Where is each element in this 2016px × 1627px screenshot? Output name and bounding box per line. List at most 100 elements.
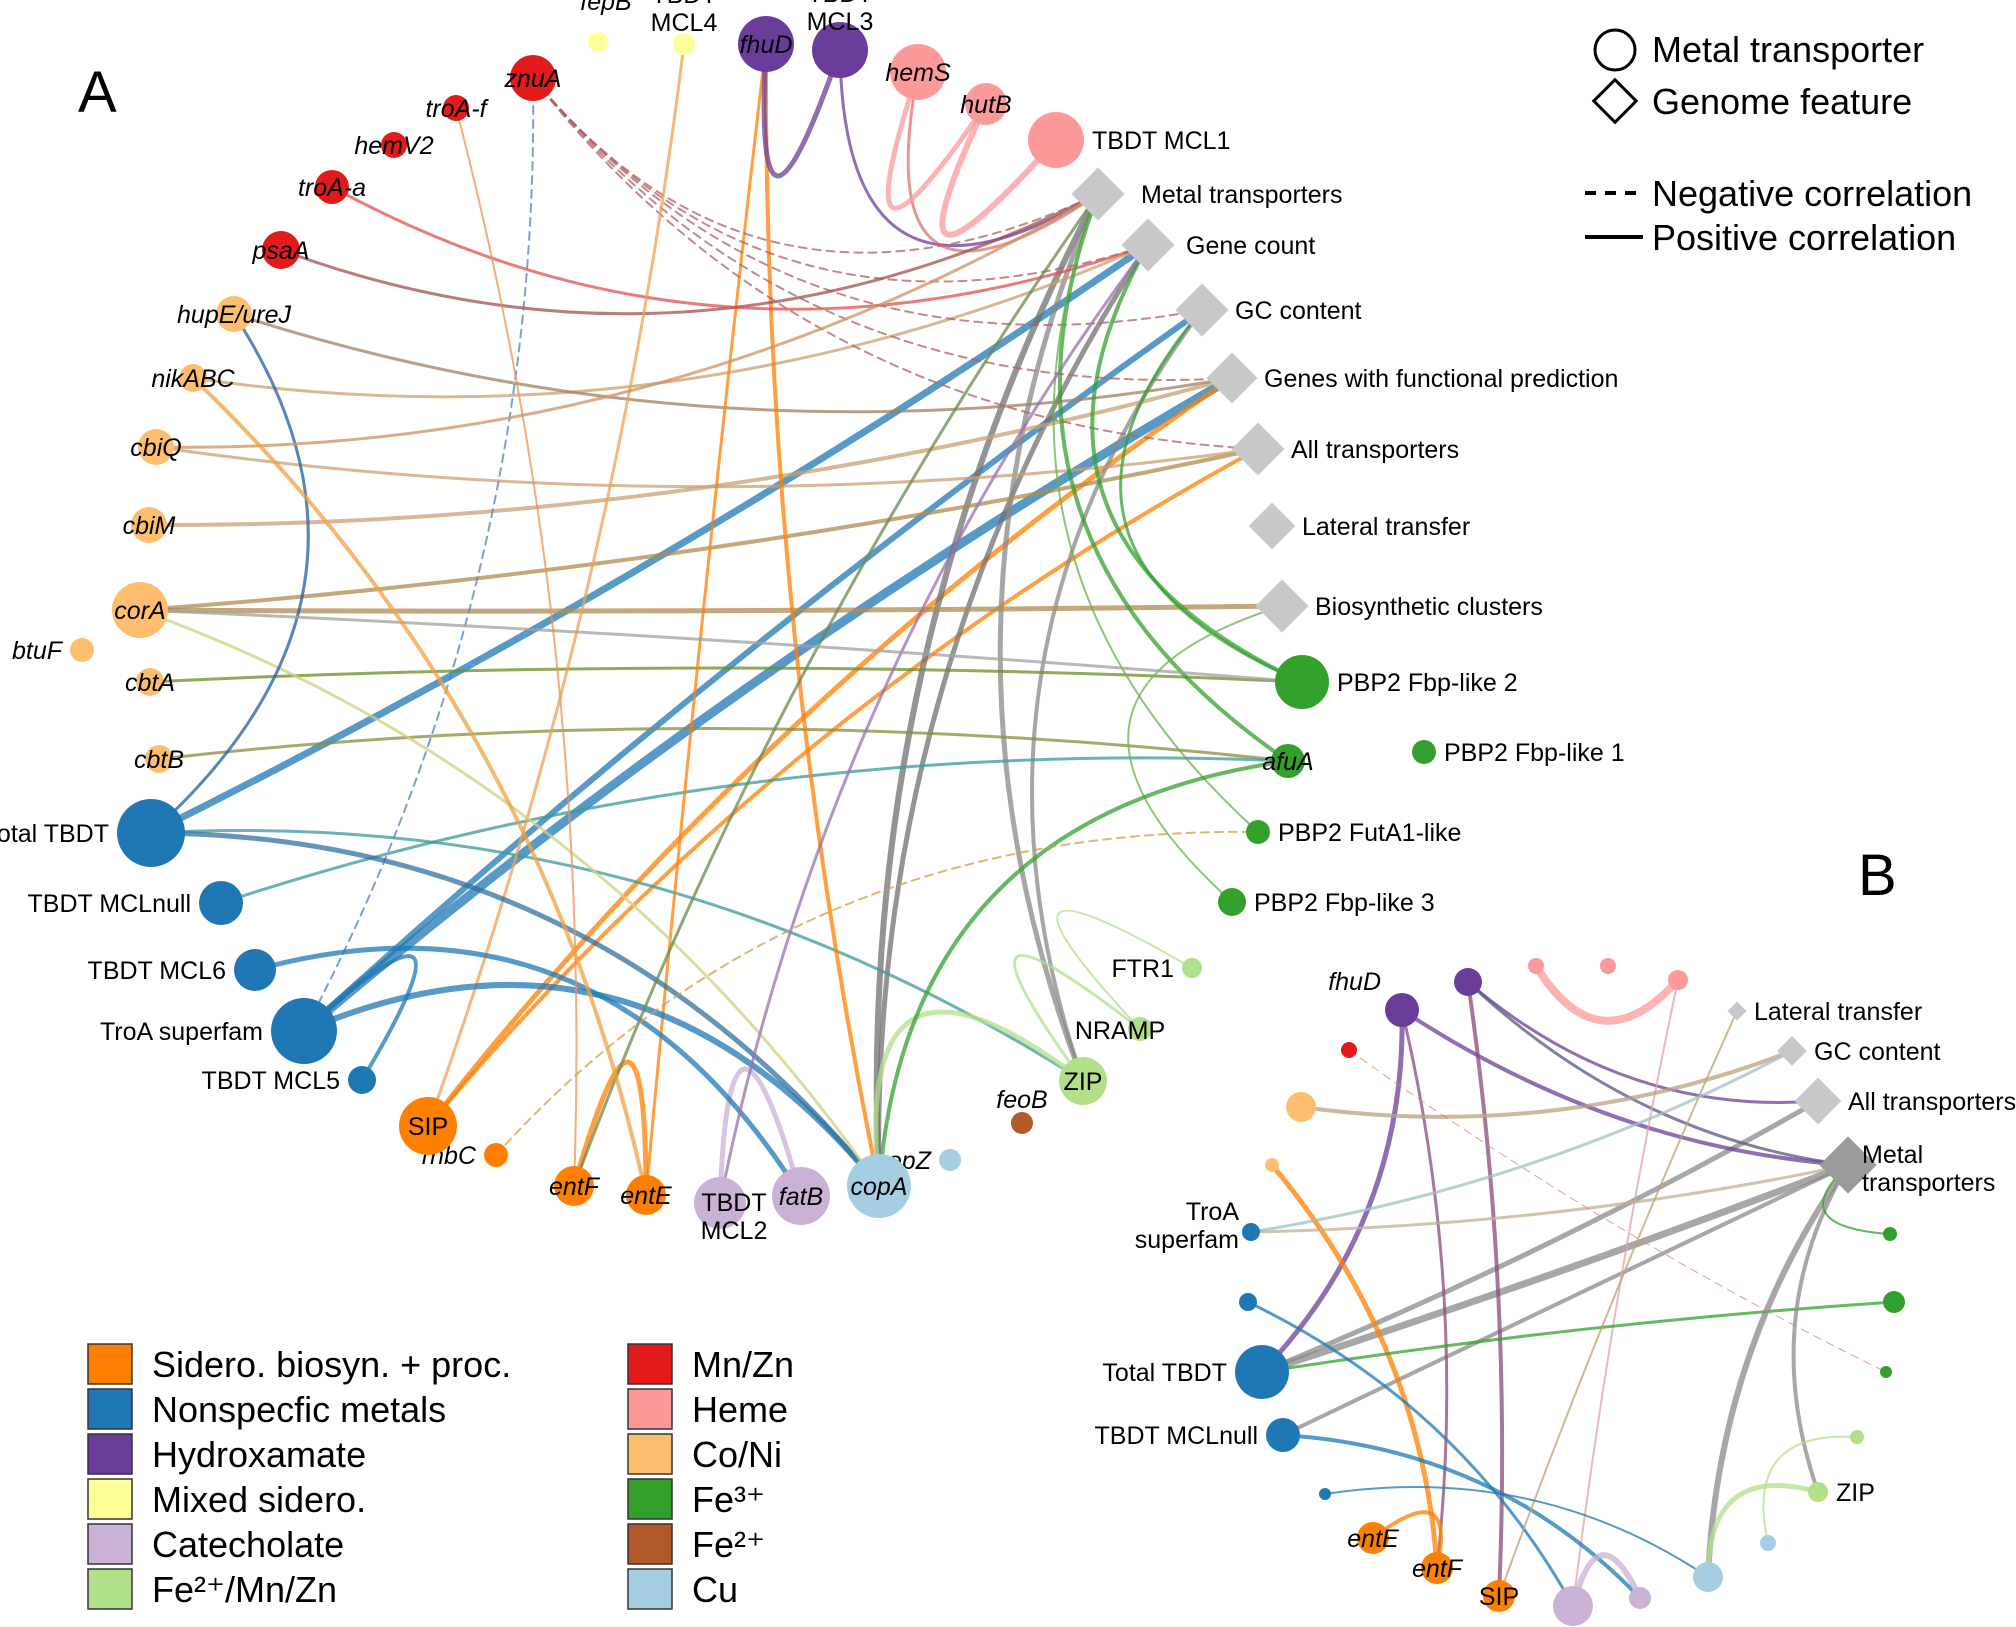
legend-label: Fe²⁺ bbox=[692, 1524, 765, 1565]
node-circle bbox=[1275, 655, 1329, 709]
a-node-troAa: troA-a bbox=[298, 170, 366, 204]
b-node-g3 bbox=[1880, 1366, 1892, 1378]
edge-totTBDT-zip bbox=[149, 828, 1085, 1083]
node-label: TroA superfam bbox=[1135, 1198, 1240, 1254]
a-node-fepB: fepB bbox=[580, 0, 632, 52]
node-circle bbox=[136, 668, 164, 696]
node-circle bbox=[199, 881, 243, 925]
a-node-hupE: hupE/ureJ bbox=[177, 296, 291, 332]
legend-swatch bbox=[627, 1523, 673, 1565]
edge-sip-gFP bbox=[425, 375, 1235, 1129]
edge-copA-gMT bbox=[873, 191, 1101, 1189]
edge-fhuD-gMT bbox=[1400, 1008, 1850, 1167]
a-node-copA: copA bbox=[847, 1154, 911, 1218]
legend-label: Mixed sidero. bbox=[152, 1479, 366, 1520]
b-node-cat1 bbox=[1553, 1586, 1593, 1626]
node-label: Metal transporters bbox=[1141, 181, 1342, 209]
a-node-totTBDT: Total TBDT bbox=[0, 799, 185, 867]
node-label: Genes with functional prediction bbox=[1264, 365, 1618, 393]
legend-item-1: Nonspecfic metals bbox=[87, 1388, 446, 1430]
node-label: FTR1 bbox=[1112, 955, 1175, 983]
node-circle bbox=[554, 1166, 594, 1206]
edge-totTBDT-gMT bbox=[1258, 1161, 1852, 1376]
a-node-afuA: afuA bbox=[1262, 744, 1314, 778]
node-circle bbox=[1629, 1587, 1651, 1609]
edge-copA-afuA bbox=[877, 759, 1290, 1188]
node-circle bbox=[443, 95, 469, 121]
edge-troAsf-gGCc bbox=[1249, 1049, 1794, 1234]
legend-swatch bbox=[627, 1388, 673, 1430]
node-label: PBP2 Fbp-like 1 bbox=[1444, 739, 1625, 767]
edge-nikABC-gGC bbox=[191, 243, 1150, 399]
a-node-gFP: Genes with functional prediction bbox=[1206, 352, 1618, 404]
a-node-mclnull: TBDT MCLnull bbox=[28, 881, 243, 925]
node-circle bbox=[348, 1066, 376, 1094]
a-node-cbiM: cbiM bbox=[123, 507, 176, 543]
edge-znuA-gFP bbox=[532, 77, 1233, 381]
edge-zip-nramp bbox=[1013, 954, 1142, 1083]
node-label: Metal transporters bbox=[1862, 1141, 1995, 1197]
node-label: ZIP bbox=[1836, 1479, 1875, 1507]
b-node-sip: SIP bbox=[1479, 1580, 1519, 1612]
node-circle bbox=[1182, 958, 1202, 978]
node-circle bbox=[965, 83, 1007, 125]
edge-mcl2-gGC bbox=[718, 243, 1150, 1205]
key-dashed-label: Negative correlation bbox=[1652, 173, 1972, 214]
node-label: hupE/ureJ bbox=[177, 301, 291, 329]
key-circle-icon bbox=[1593, 28, 1637, 72]
diamond-icon bbox=[1175, 283, 1229, 337]
edge-cu1-gMT bbox=[1705, 1162, 1851, 1580]
b-node-cu2 bbox=[1760, 1535, 1776, 1551]
edge-mclnull-cat2 bbox=[1281, 1433, 1642, 1600]
a-node-mcl4: TBDTMCL4 bbox=[651, 0, 718, 55]
diamond-icon bbox=[1727, 1001, 1747, 1021]
node-label: TBDT MCL5 bbox=[202, 1067, 340, 1095]
edge-nramp-ftr1 bbox=[1056, 909, 1193, 1030]
a-node-troAsf: TroA superfam bbox=[100, 998, 337, 1064]
a-node-btuF: btuF bbox=[12, 637, 94, 665]
node-circle bbox=[738, 16, 794, 72]
diamond-icon bbox=[1206, 352, 1258, 404]
b-node-gAT: All transporters bbox=[1794, 1077, 2016, 1125]
edge-hemS-gMT bbox=[906, 70, 1100, 253]
legend-swatch bbox=[627, 1433, 673, 1475]
key-solid-label: Positive correlation bbox=[1652, 217, 1956, 258]
edge-totTBDT-g2 bbox=[1260, 1300, 1896, 1374]
legend-swatch bbox=[87, 1433, 133, 1475]
a-node-gLT: Lateral transfer bbox=[1248, 502, 1470, 550]
edge-cbtB-afuA bbox=[157, 727, 1290, 763]
node-label: TBDT MCL1 bbox=[1092, 127, 1230, 155]
legend-item-0: Sidero. biosyn. + proc. bbox=[87, 1343, 511, 1385]
edge-mcl3-gMT bbox=[1466, 980, 1850, 1167]
legend-label: Fe²⁺/Mn/Zn bbox=[152, 1569, 337, 1610]
node-label: znuA bbox=[504, 65, 562, 93]
node-circle bbox=[234, 949, 276, 991]
edge-cbiQ-gMT bbox=[154, 192, 1100, 449]
node-circle bbox=[399, 1097, 457, 1155]
node-label: TBDTMCL4 bbox=[651, 0, 718, 37]
node-label: All transporters bbox=[1848, 1088, 2016, 1116]
a-node-zip: ZIP bbox=[1059, 1057, 1107, 1105]
b-node-mcl3 bbox=[1454, 968, 1482, 996]
legend-item-10: Fe²⁺ bbox=[627, 1523, 765, 1565]
line-key: Negative correlation Positive correlatio… bbox=[1585, 173, 1972, 258]
legend-label: Co/Ni bbox=[692, 1434, 782, 1475]
node-circle bbox=[1412, 740, 1436, 764]
b-node-b1 bbox=[1319, 1488, 1331, 1500]
b-node-cu1 bbox=[1693, 1562, 1723, 1592]
edge-cbtA-fbp2 bbox=[148, 666, 1304, 684]
a-node-hemV2: hemV2 bbox=[354, 132, 434, 160]
edge-lg1-cu2 bbox=[1762, 1435, 1858, 1544]
a-node-znuA: znuA bbox=[504, 55, 562, 101]
b-node-h1 bbox=[1528, 958, 1544, 974]
edge-mcl3-sip bbox=[1466, 980, 1505, 1598]
node-label: entF bbox=[1412, 1555, 1464, 1583]
a-node-feoB: feoB bbox=[996, 1086, 1048, 1134]
node-circle bbox=[1883, 1227, 1897, 1241]
legend-swatch bbox=[87, 1388, 133, 1430]
a-node-entE: entE bbox=[620, 1175, 672, 1215]
node-circle bbox=[1553, 1586, 1593, 1626]
a-node-gMT: Metal transporters bbox=[1071, 167, 1342, 221]
node-circle bbox=[1246, 820, 1270, 844]
network-a-nodes: fepB TBDTMCL4 fhuD TBDTMCL3 hemS hutB TBDT MCL… bbox=[0, 0, 1625, 1245]
